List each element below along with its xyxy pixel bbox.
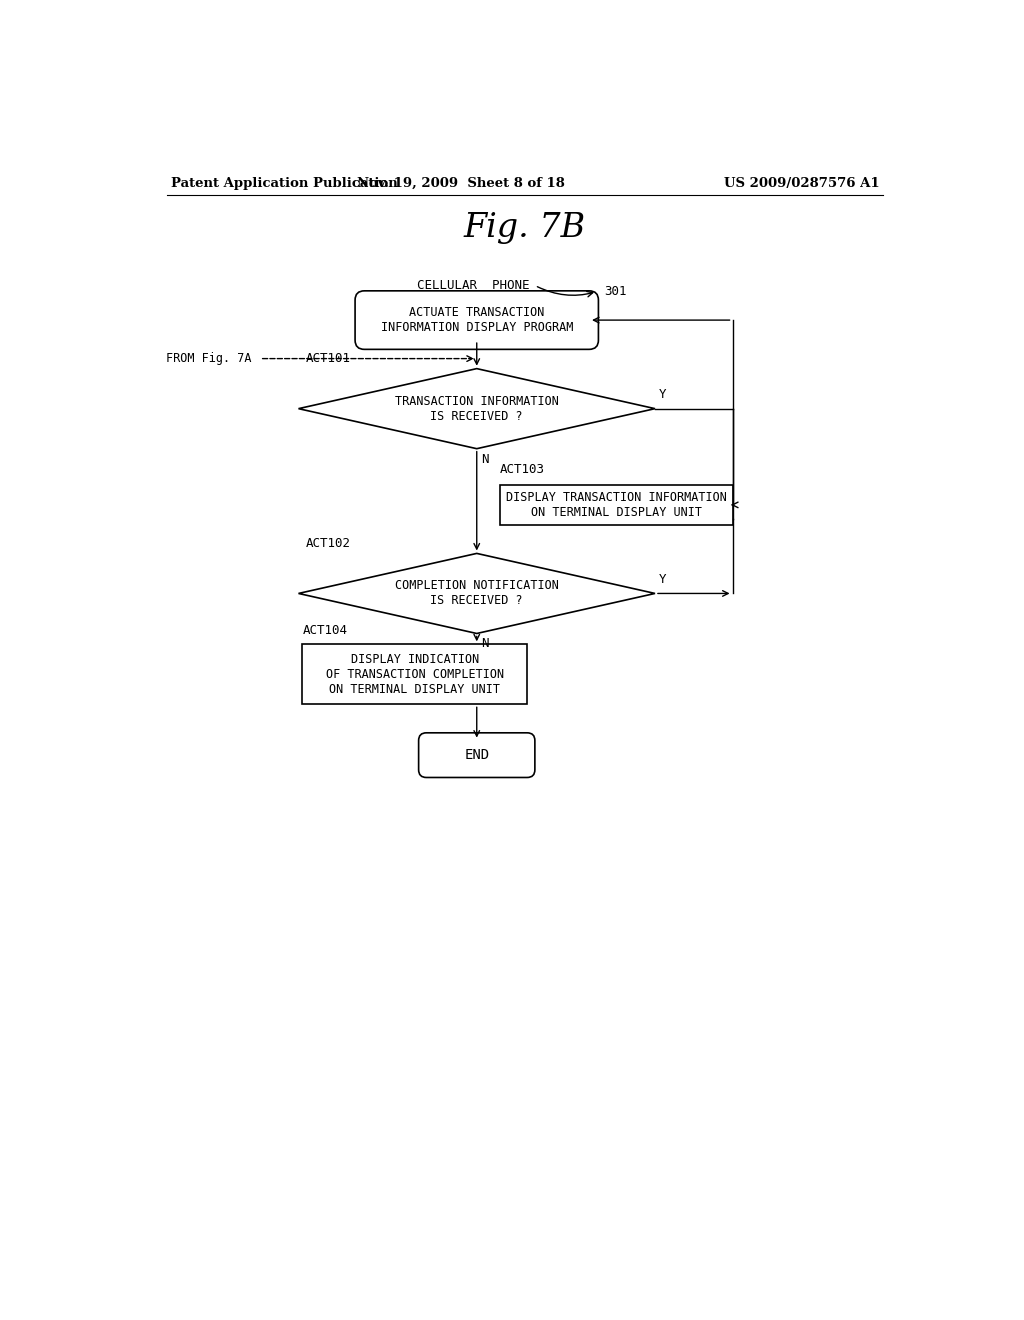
Text: Patent Application Publication: Patent Application Publication — [171, 177, 397, 190]
Text: Nov. 19, 2009  Sheet 8 of 18: Nov. 19, 2009 Sheet 8 of 18 — [357, 177, 565, 190]
Text: ACT104: ACT104 — [302, 623, 347, 636]
Text: Fig. 7B: Fig. 7B — [464, 211, 586, 244]
Text: N: N — [480, 453, 488, 466]
Text: FROM Fig. 7A: FROM Fig. 7A — [167, 352, 252, 366]
Text: Y: Y — [658, 388, 667, 401]
Text: ACT103: ACT103 — [500, 462, 545, 475]
Text: ACTUATE TRANSACTION
INFORMATION DISPLAY PROGRAM: ACTUATE TRANSACTION INFORMATION DISPLAY … — [381, 306, 573, 334]
Text: DISPLAY INDICATION
OF TRANSACTION COMPLETION
ON TERMINAL DISPLAY UNIT: DISPLAY INDICATION OF TRANSACTION COMPLE… — [326, 653, 504, 696]
Text: END: END — [464, 748, 489, 762]
Text: 301: 301 — [604, 285, 627, 298]
Text: US 2009/0287576 A1: US 2009/0287576 A1 — [724, 177, 880, 190]
Text: TRANSACTION INFORMATION
IS RECEIVED ?: TRANSACTION INFORMATION IS RECEIVED ? — [395, 395, 559, 422]
Text: Y: Y — [658, 573, 667, 586]
Text: ACT102: ACT102 — [306, 536, 351, 549]
Text: COMPLETION NOTIFICATION
IS RECEIVED ?: COMPLETION NOTIFICATION IS RECEIVED ? — [395, 579, 559, 607]
FancyBboxPatch shape — [302, 644, 527, 705]
FancyBboxPatch shape — [500, 484, 732, 525]
Text: N: N — [480, 638, 488, 651]
Text: DISPLAY TRANSACTION INFORMATION
ON TERMINAL DISPLAY UNIT: DISPLAY TRANSACTION INFORMATION ON TERMI… — [506, 491, 727, 519]
FancyBboxPatch shape — [419, 733, 535, 777]
Text: ACT101: ACT101 — [306, 351, 351, 364]
Text: CELLULAR  PHONE: CELLULAR PHONE — [417, 279, 529, 292]
FancyBboxPatch shape — [355, 290, 598, 350]
